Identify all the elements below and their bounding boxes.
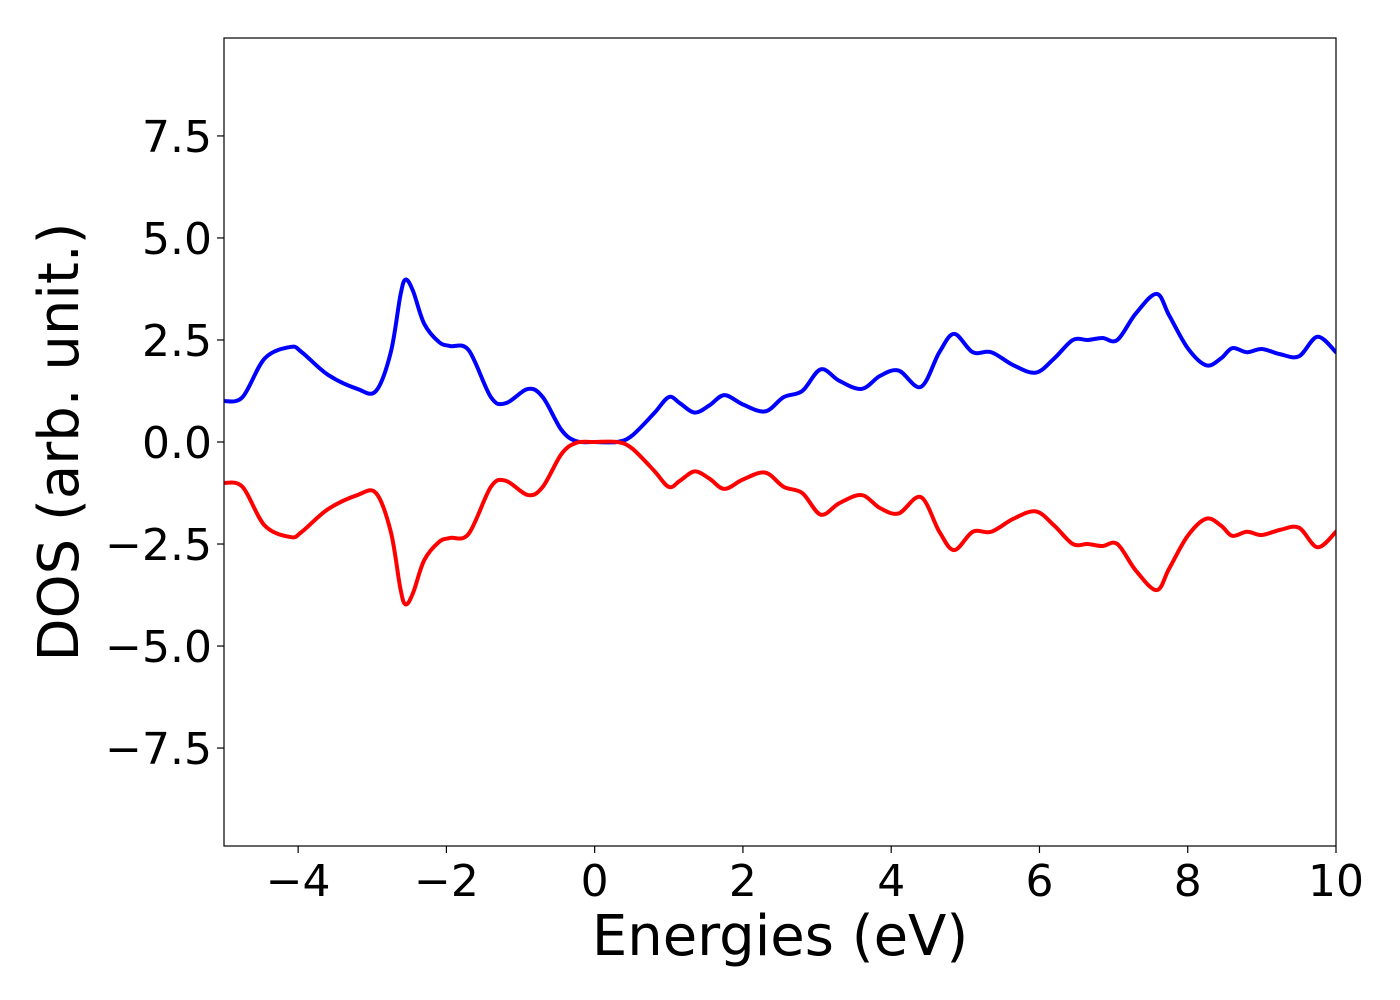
y-tick-label: 7.5 (142, 112, 212, 163)
y-axis-label: DOS (arb. unit.) (27, 222, 92, 661)
plot-area (224, 38, 1336, 846)
series-line-2 (224, 439, 1336, 607)
y-tick-label: −5.0 (105, 622, 212, 673)
x-tick-label: 4 (877, 856, 905, 907)
x-tick-label: 2 (729, 856, 757, 907)
x-tick-label: 0 (581, 856, 609, 907)
x-tick-label: 6 (1025, 856, 1053, 907)
y-tick-label: −2.5 (105, 520, 212, 571)
x-tick-label: −2 (414, 856, 479, 907)
x-axis: −4 −2 0 2 4 6 8 10 (266, 846, 1364, 907)
y-tick-label: −7.5 (105, 724, 212, 775)
x-axis-label: Energies (eV) (592, 904, 968, 969)
series-line-1 (224, 277, 1336, 445)
x-tick-label: 8 (1174, 856, 1202, 907)
series-layer (224, 277, 1336, 607)
x-tick-label: 10 (1308, 856, 1364, 907)
x-tick-label: −4 (266, 856, 331, 907)
y-tick-label: 5.0 (142, 214, 212, 265)
y-tick-label: 2.5 (142, 316, 212, 367)
y-axis: 7.5 5.0 2.5 0.0 −2.5 −5.0 −7.5 (105, 112, 224, 775)
y-tick-label: 0.0 (142, 418, 212, 469)
